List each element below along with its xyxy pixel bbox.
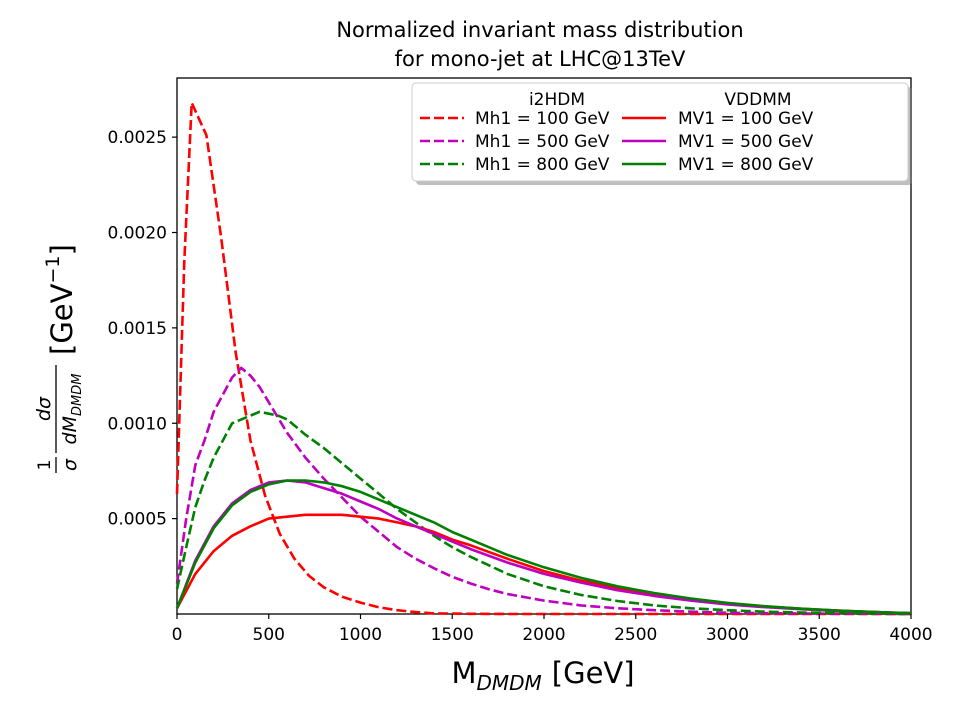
legend-label-vddmm-mv1-500-gev: MV1 = 500 GeV <box>678 132 814 152</box>
x-tick-label: 3500 <box>798 625 841 645</box>
x-axis-label: MDMDM [GeV] <box>451 656 634 695</box>
series-layer <box>175 101 912 616</box>
legend-label-vddmm-mv1-100-gev: MV1 = 100 GeV <box>678 109 814 129</box>
x-tick-label: 2000 <box>522 625 565 645</box>
y-label-unit-base: [GeV <box>45 283 79 355</box>
x-axis-ticks: 0 500 1000 1500 2000 2500 3000 3500 4000 <box>172 614 933 645</box>
legend-label-i2hdm-mh1-500-gev: Mh1 = 500 GeV <box>475 132 610 152</box>
series-line-vddmm-mv1-800-gev <box>175 479 912 615</box>
x-axis-label-subscript: DMDM <box>476 671 541 695</box>
y-label-unit-close: ] <box>45 244 79 255</box>
x-tick-label: 1500 <box>431 625 474 645</box>
chart-title-line2: for mono-jet at LHC@13TeV <box>395 47 686 71</box>
y-tick-label: 0.0005 <box>108 510 167 530</box>
y-label-frac2-den-sub: DMDM <box>70 374 85 416</box>
x-tick-label: 4000 <box>889 625 932 645</box>
y-label-frac1-den: σ <box>59 458 81 471</box>
y-label-frac2-num: dσ <box>33 396 55 421</box>
y-label-frac2-den-main: dM <box>59 416 81 444</box>
y-tick-label: 0.0020 <box>108 224 167 244</box>
series-line-i2hdm-mh1-100-gev <box>175 101 911 616</box>
legend-label-i2hdm-mh1-100-gev: Mh1 = 100 GeV <box>475 109 610 129</box>
y-axis-label: 1 σ dσ dMDMDM [GeV−1] <box>33 244 85 473</box>
x-tick-label: 500 <box>253 625 285 645</box>
x-tick-label: 0 <box>172 625 183 645</box>
y-label-frac2-den: dMDMDM <box>59 374 85 445</box>
y-label-frac1-num: 1 <box>35 460 55 471</box>
y-tick-label: 0.0010 <box>108 414 167 434</box>
legend-entries: Mh1 = 100 GeV Mh1 = 500 GeV Mh1 = 800 GeV M… <box>420 109 814 175</box>
x-tick-label: 2500 <box>614 625 657 645</box>
x-axis-label-unit: [GeV] <box>552 656 635 690</box>
series-line-i2hdm-mh1-800-gev <box>175 410 912 616</box>
chart-title-line1: Normalized invariant mass distribution <box>336 18 743 42</box>
y-axis-ticks: 0.0005 0.0010 0.0015 0.0020 0.0025 <box>108 128 177 530</box>
legend-header-i2hdm: i2HDM <box>529 90 585 110</box>
legend-box <box>411 82 909 182</box>
x-tick-label: 1000 <box>339 625 382 645</box>
series-line-i2hdm-mh1-500-gev <box>175 366 912 616</box>
y-label-unit-exponent: −1 <box>42 256 64 284</box>
legend-label-vddmm-mv1-800-gev: MV1 = 800 GeV <box>678 155 814 175</box>
series-line-vddmm-mv1-500-gev <box>175 479 912 615</box>
x-axis-label-main: M <box>451 656 476 690</box>
x-tick-label: 3000 <box>706 625 749 645</box>
y-tick-label: 0.0015 <box>108 319 167 339</box>
y-label-unit: [GeV−1] <box>42 244 79 355</box>
y-tick-label: 0.0025 <box>108 128 167 148</box>
legend-header-vddmm: VDDMM <box>724 90 791 110</box>
legend-label-i2hdm-mh1-800-gev: Mh1 = 800 GeV <box>475 155 610 175</box>
